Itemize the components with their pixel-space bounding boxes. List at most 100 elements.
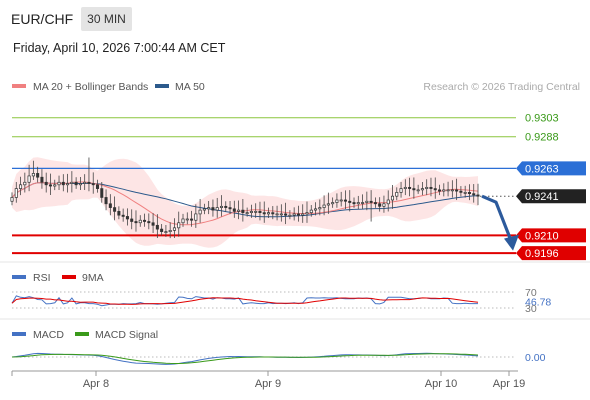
candle-body — [254, 211, 258, 213]
candle — [279, 204, 283, 222]
candle — [399, 182, 403, 198]
candle-body — [245, 212, 249, 214]
candle-body — [61, 181, 65, 186]
candle-body — [446, 189, 450, 192]
candle — [343, 190, 347, 209]
rsi-ma-line — [11, 297, 479, 305]
candle-body — [343, 199, 347, 202]
candle-body — [399, 188, 403, 193]
candle — [429, 177, 433, 197]
candle — [27, 164, 31, 192]
candle — [326, 192, 330, 214]
candle — [19, 176, 23, 196]
candle-body — [100, 188, 104, 198]
candle-body — [459, 190, 463, 193]
candle — [164, 225, 168, 237]
candle — [185, 212, 189, 225]
research-credit: Research © 2026 Trading Central — [423, 81, 580, 93]
candle — [113, 196, 117, 221]
candle-body — [292, 213, 296, 216]
candle-body — [390, 195, 395, 201]
level-tag-0.9241: 0.9241 — [516, 189, 586, 204]
candle — [147, 213, 151, 230]
candle — [40, 169, 44, 189]
ma50-legend-label: MA 50 — [175, 81, 205, 93]
candle-body — [386, 199, 390, 205]
candle — [455, 178, 459, 201]
candle-body — [331, 202, 335, 205]
candle-body — [420, 188, 424, 191]
candle-body — [185, 218, 189, 221]
candle — [373, 197, 377, 208]
candle-body — [27, 175, 31, 183]
candle-body — [53, 184, 57, 187]
candle — [228, 200, 232, 215]
candle — [202, 203, 206, 215]
candle-body — [365, 200, 369, 203]
candle-body — [130, 218, 134, 222]
candle — [258, 201, 262, 221]
candle-body — [207, 207, 211, 210]
candle — [78, 176, 82, 191]
candle-body — [168, 230, 172, 232]
candle-body — [361, 202, 365, 204]
macd-swatch — [12, 332, 26, 336]
candle — [275, 205, 279, 221]
rsi-ma-legend-label: 9MA — [82, 272, 104, 284]
candle — [476, 183, 480, 206]
candle — [450, 180, 454, 198]
candle-body — [181, 218, 185, 224]
rsi-swatch — [12, 275, 26, 279]
candle — [14, 182, 18, 203]
candle-body — [348, 200, 352, 203]
candle-body — [91, 183, 95, 186]
candle — [70, 171, 74, 193]
candle-body — [472, 193, 476, 196]
candle-body — [339, 199, 343, 202]
level-label-0.9288: 0.9288 — [525, 132, 559, 144]
rsi-legend-label: RSI — [33, 272, 51, 284]
candle — [172, 218, 176, 239]
candle-body — [211, 207, 215, 211]
macd-zero-label: 0.00 — [525, 352, 546, 364]
price-panel: 0.9303 0.9288 0.9263 0.9241 0.9210 0.9196 — [10, 113, 586, 261]
candle — [219, 195, 224, 217]
candle — [211, 199, 215, 217]
candle — [305, 201, 309, 223]
candle-body — [125, 216, 129, 220]
timeframe-button[interactable]: 30 MIN — [81, 7, 132, 31]
candle — [331, 197, 335, 208]
candle — [134, 210, 138, 232]
candle — [23, 172, 27, 193]
candle — [215, 197, 219, 218]
candle — [254, 203, 258, 218]
candle-body — [74, 181, 78, 186]
candle-body — [147, 221, 151, 224]
ma50-swatch — [155, 84, 169, 88]
candle-body — [87, 181, 91, 184]
level-tag-text: 0.9263 — [525, 163, 559, 175]
candle-body — [438, 189, 442, 192]
candle-body — [36, 173, 40, 178]
candle-body — [425, 186, 429, 189]
candle-body — [378, 203, 382, 207]
candle-body — [48, 184, 52, 187]
candle — [296, 205, 300, 222]
level-tag-0.9210: 0.9210 — [516, 228, 586, 243]
candle — [425, 179, 429, 196]
level-tag-text: 0.9210 — [525, 230, 559, 242]
candle — [91, 172, 95, 194]
candle-body — [160, 228, 164, 232]
candle — [245, 207, 249, 217]
ma20-swatch — [12, 84, 26, 88]
candle-body — [31, 173, 35, 177]
candle — [467, 184, 471, 201]
candle-body — [232, 208, 236, 212]
candle — [420, 182, 424, 196]
candle — [31, 160, 35, 180]
candle — [472, 184, 476, 203]
candle-body — [275, 213, 279, 216]
candle — [335, 193, 339, 208]
candle-body — [352, 202, 356, 205]
